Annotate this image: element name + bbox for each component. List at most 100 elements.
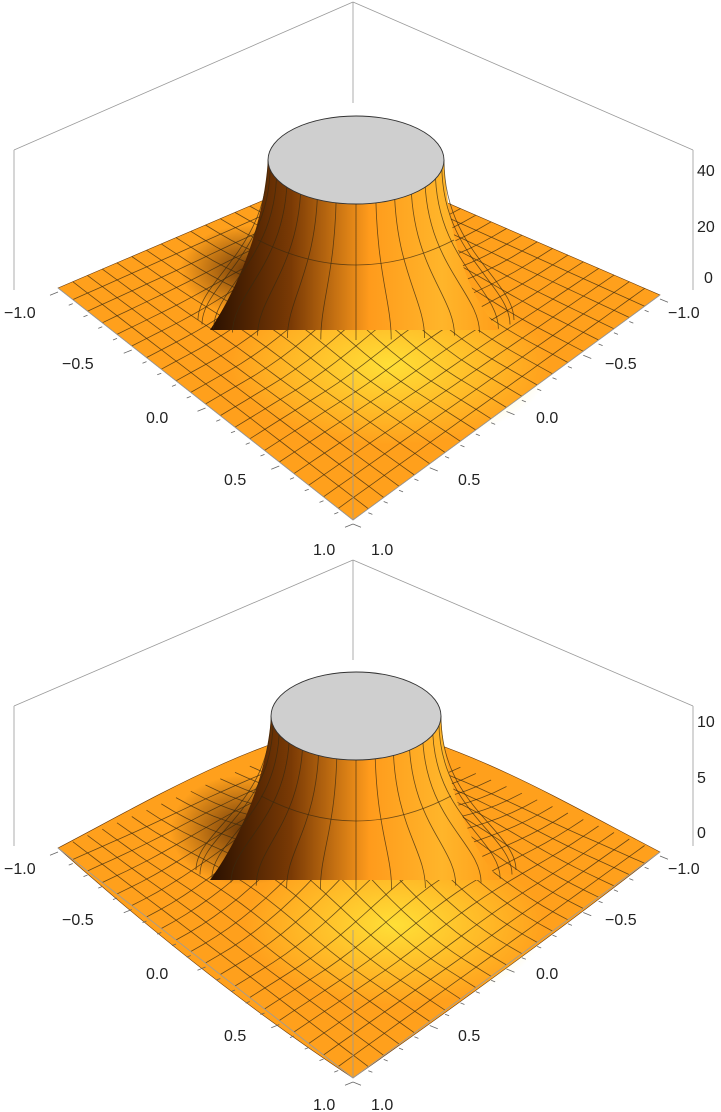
z-tick-label: 0 <box>704 270 713 287</box>
y-tick-mark <box>475 433 480 436</box>
y-tick-mark <box>644 309 649 313</box>
peak-mesh-line <box>440 715 517 871</box>
y-tick-mark <box>521 399 526 403</box>
x-tick-mark <box>230 989 236 992</box>
z-tick-label: 5 <box>697 770 706 787</box>
y-tick-label: 1.0 <box>371 542 393 559</box>
peak-ring-line <box>260 795 452 822</box>
y-tick-mark <box>444 456 450 459</box>
z-tick-label: 10 <box>697 714 715 731</box>
y-tick-label: −0.5 <box>605 912 637 929</box>
mesh-line <box>249 248 553 440</box>
peak-column-2 <box>210 718 500 880</box>
peak-mesh-line <box>374 737 392 890</box>
peak-cap-1 <box>267 115 445 205</box>
x-tick-mark <box>344 1081 354 1086</box>
x-tick-mark <box>216 419 221 422</box>
y-tick-mark <box>368 512 373 515</box>
y-tick-mark <box>613 889 619 892</box>
y-tick-mark <box>414 478 419 481</box>
peak-mesh-line <box>230 729 290 883</box>
surface-plot-2: −1.0 −0.5 0.0 0.5 1.0 1.0 0.5 0.0 −0.5 −… <box>4 559 715 1112</box>
y-tick-label: −1.0 <box>668 305 700 322</box>
mesh-line <box>264 254 569 451</box>
y-tick-mark <box>460 1002 465 1005</box>
x-tick-mark <box>123 909 132 914</box>
y-tick-mark <box>506 968 515 973</box>
y-tick-mark <box>629 321 634 324</box>
surface-plot-1: −1.0 −0.5 0.0 0.5 1.0 1.0 0.5 0.0 −0.5 −… <box>4 1 715 559</box>
peak-mesh-line <box>438 720 513 875</box>
x-tick-label: 0.0 <box>146 410 168 427</box>
x-tick-mark <box>123 349 132 354</box>
x-tick-mark <box>68 863 73 866</box>
x-tick-mark <box>171 943 177 946</box>
mesh-line <box>279 819 584 1021</box>
y-tick-mark <box>506 411 515 416</box>
mesh-line <box>323 281 630 498</box>
mesh-line <box>249 806 553 998</box>
peak-mesh-line <box>255 733 304 886</box>
y-tick-label: 0.0 <box>536 966 558 983</box>
x-tick-label: 1.0 <box>313 542 335 559</box>
peak-mesh-line <box>424 173 480 333</box>
x-tick-mark <box>49 851 59 856</box>
peak-mesh-line <box>443 159 515 321</box>
mesh-line <box>323 838 630 1056</box>
peak-mesh-2 <box>195 715 517 890</box>
x-tick-mark <box>157 932 162 935</box>
x-tick-mark <box>171 384 177 387</box>
x-tick-mark <box>112 897 118 900</box>
axis-ticks-2 <box>49 851 669 1086</box>
x-tick-mark <box>245 442 250 445</box>
y-tick-mark <box>383 1059 388 1062</box>
x-tick-mark <box>319 1058 324 1061</box>
peak-mesh-line <box>199 720 274 875</box>
mesh-line <box>338 845 645 1067</box>
y-tick-label: −1.0 <box>668 861 700 878</box>
y-tick-mark <box>629 878 634 881</box>
y-tick-mark <box>460 444 465 448</box>
y-tick-mark <box>598 343 603 346</box>
x-tick-label: 0.5 <box>224 1028 246 1045</box>
mesh-line <box>279 261 584 463</box>
x-tick-mark <box>186 955 191 958</box>
x-tick-mark <box>142 920 147 923</box>
bounding-box-back-1 <box>13 1 694 290</box>
y-tick-mark <box>491 422 496 425</box>
z-tick-label: 20 <box>697 219 715 236</box>
peak-mesh-line <box>201 164 271 325</box>
x-tick-mark <box>98 326 103 329</box>
x-tick-mark <box>271 465 280 470</box>
x-tick-label: −0.5 <box>62 356 94 373</box>
bounding-box-front-1 <box>57 150 694 521</box>
x-tick-mark <box>289 1035 295 1038</box>
y-tick-mark <box>444 1013 450 1017</box>
x-tick-mark <box>289 477 295 480</box>
peak-mesh-line <box>195 715 272 871</box>
peak-mesh-line <box>441 164 511 325</box>
y-tick-mark <box>475 991 480 994</box>
mesh-line <box>308 274 615 486</box>
y-tick-mark <box>567 923 573 926</box>
x-tick-label: −1.0 <box>4 305 36 322</box>
peak-mesh-line <box>211 725 280 879</box>
peak-mesh-line <box>287 179 319 339</box>
mesh-line <box>338 288 645 509</box>
y-tick-mark <box>521 957 526 960</box>
y-tick-mark <box>352 523 362 528</box>
x-tick-mark <box>98 886 103 889</box>
peak-mesh-line <box>422 729 482 883</box>
surface-glow-2 <box>245 845 545 1005</box>
peak-mesh-line <box>232 173 288 333</box>
y-tick-mark <box>659 298 669 303</box>
mesh-line <box>293 268 599 474</box>
peak-column-1 <box>210 160 500 330</box>
peak-mesh-line <box>410 177 455 336</box>
y-tick-mark <box>352 1081 362 1086</box>
x-tick-mark <box>157 372 162 376</box>
y-tick-mark <box>491 979 496 983</box>
bounding-box-front-2 <box>57 706 694 1079</box>
y-tick-mark <box>537 946 542 949</box>
peak-mesh-1 <box>197 159 515 340</box>
